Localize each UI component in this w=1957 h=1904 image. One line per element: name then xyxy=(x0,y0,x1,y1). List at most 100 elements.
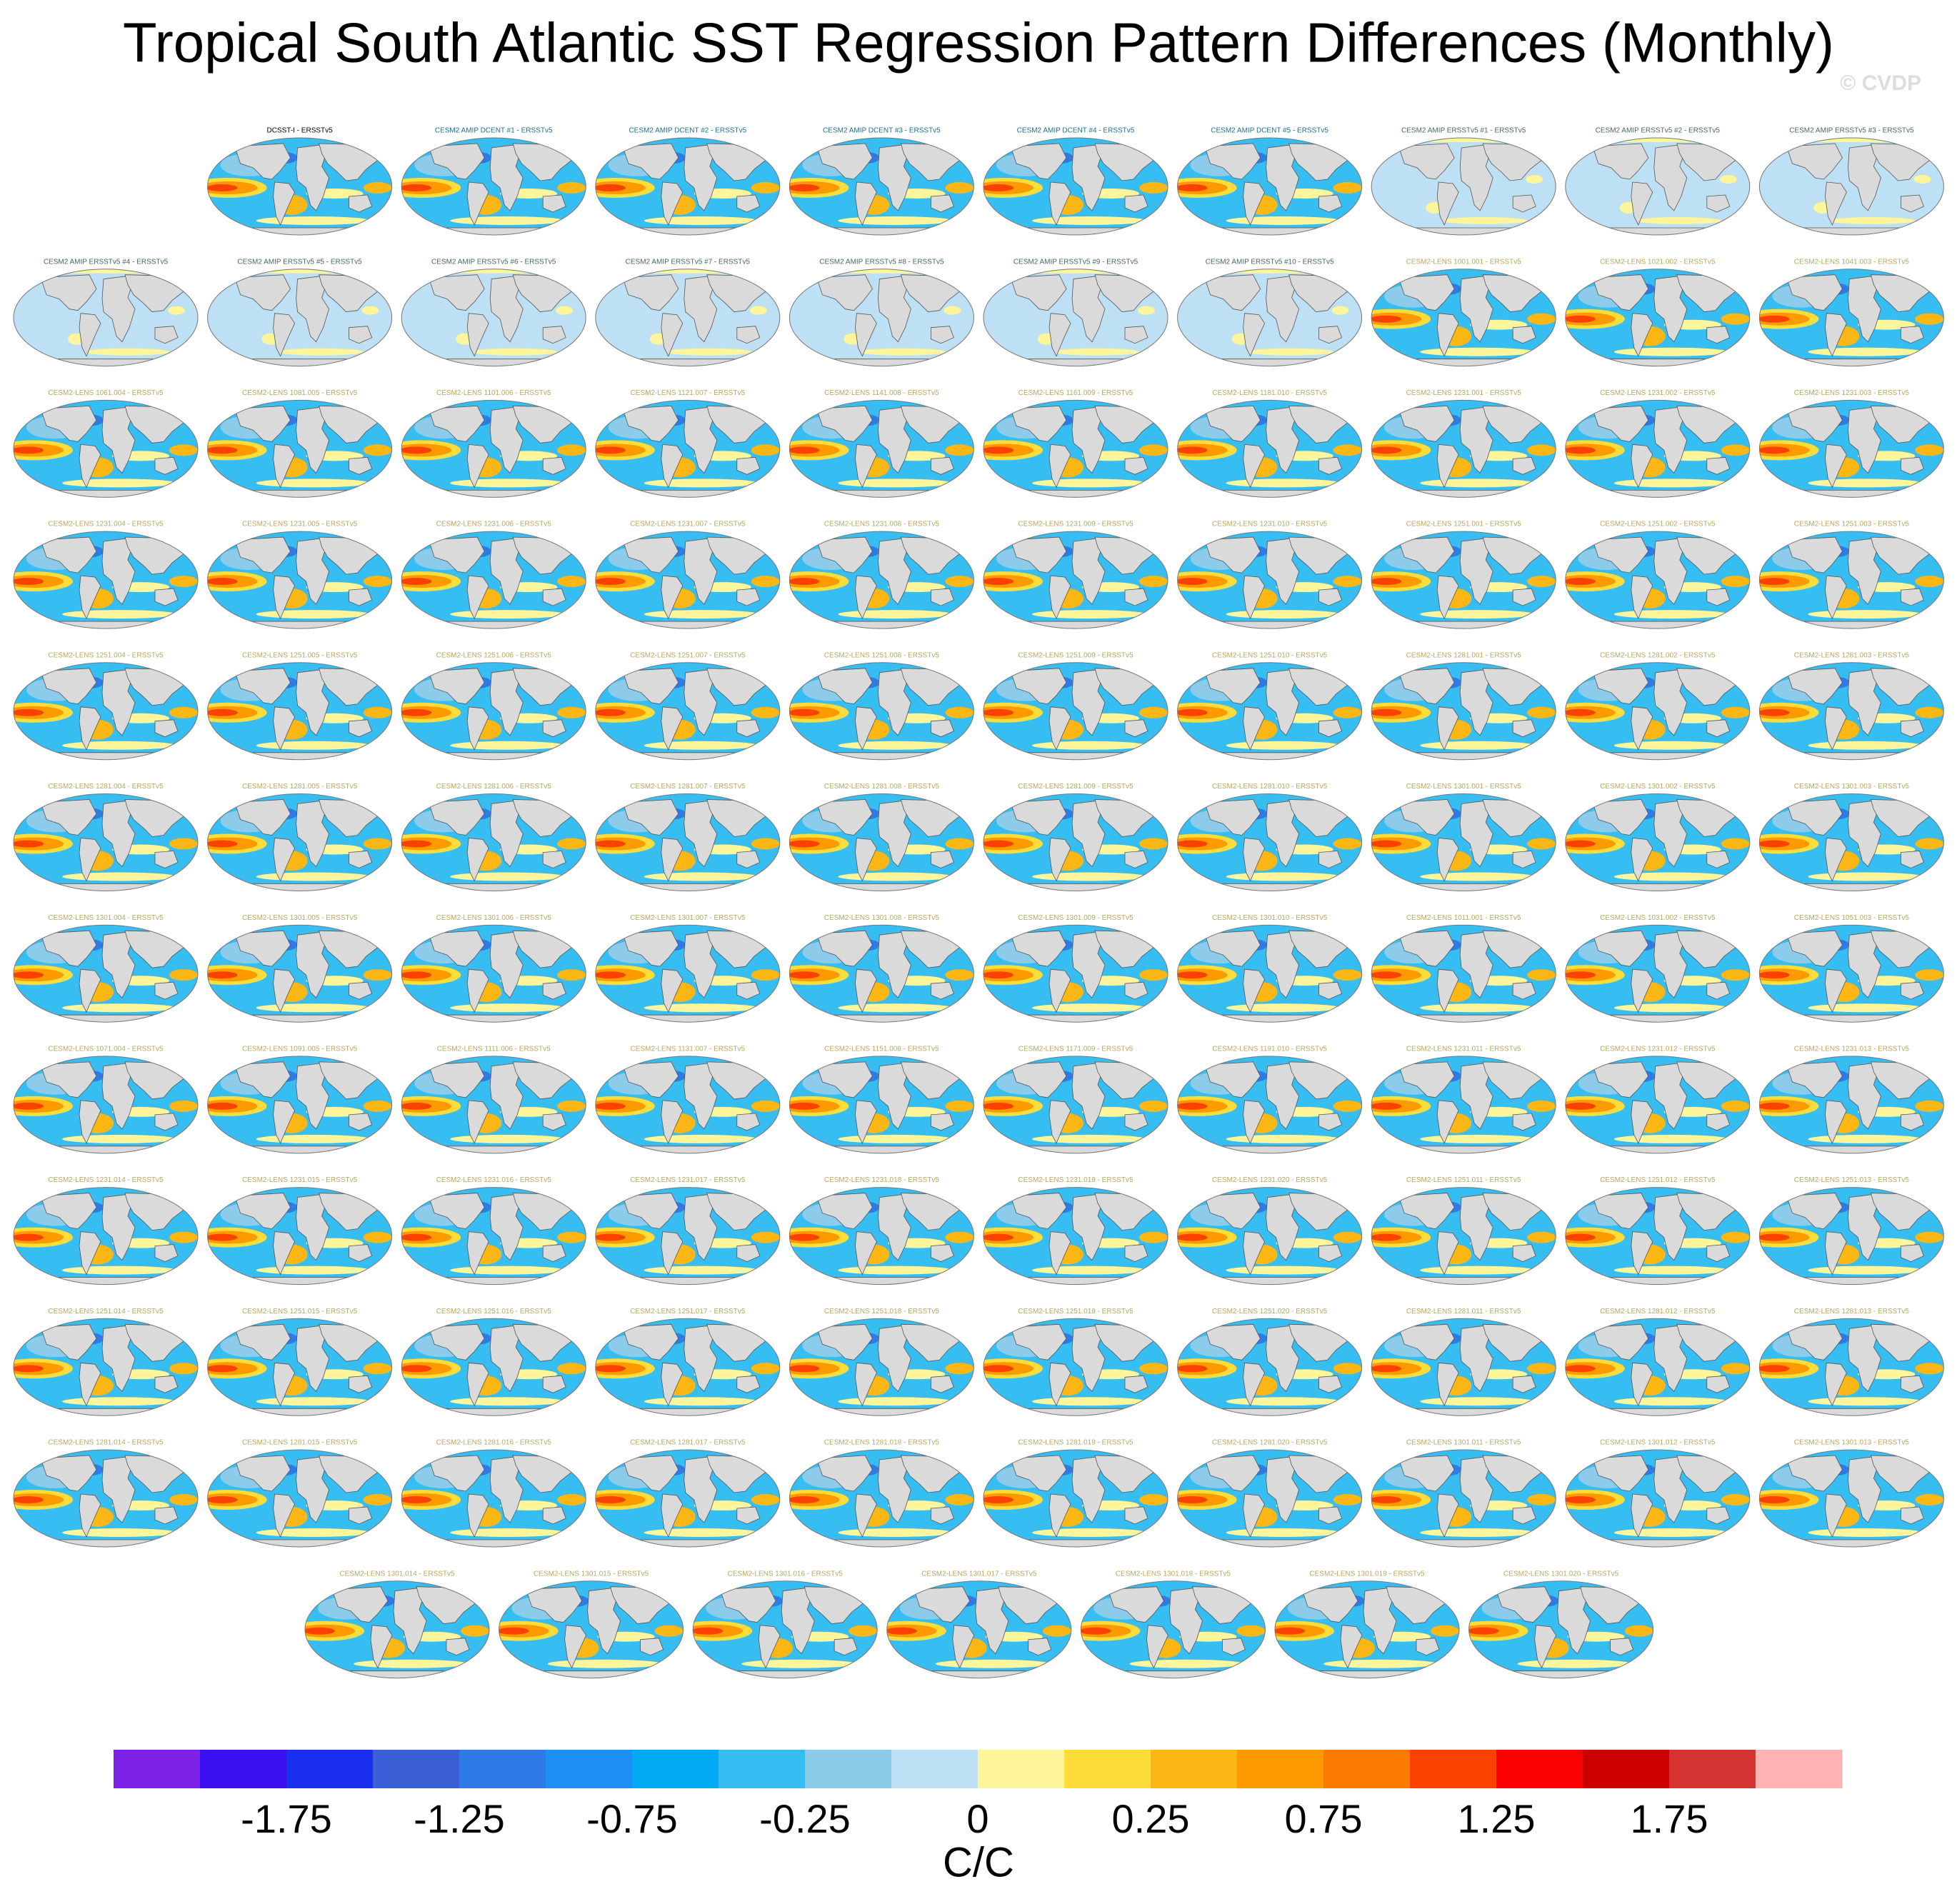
map xyxy=(1158,399,1363,498)
map xyxy=(382,136,587,236)
panel-title: CESM2 AMIP ERSSTv5 #5 - ERSSTv5 xyxy=(237,258,362,266)
panel-title: CESM2-LENS 1231.009 - ERSSTv5 xyxy=(1018,521,1133,528)
map-panel: CESM2-LENS 1301.001 - ERSSTv5 xyxy=(1352,783,1557,892)
panel-title: CESM2-LENS 1231.016 - ERSSTv5 xyxy=(436,1176,552,1184)
panel-title: CESM2-LENS 1251.011 - ERSSTv5 xyxy=(1406,1176,1521,1184)
map-panel: CESM2-LENS 1251.019 - ERSSTv5 xyxy=(964,1308,1169,1417)
map xyxy=(674,1580,879,1680)
panel-title: CESM2-LENS 1231.010 - ERSSTv5 xyxy=(1212,521,1328,528)
map xyxy=(189,399,394,498)
panel-title: CESM2 AMIP DCENT #5 - ERSSTv5 xyxy=(1211,127,1328,135)
panel-title: CESM2-LENS 1121.007 - ERSSTv5 xyxy=(631,389,746,397)
colorbar-swatch xyxy=(1496,1750,1583,1788)
colorbar-swatch xyxy=(1756,1750,1843,1788)
panel-title: CESM2-LENS 1281.009 - ERSSTv5 xyxy=(1018,783,1133,791)
map-panel: CESM2-LENS 1301.009 - ERSSTv5 xyxy=(964,914,1169,1023)
map-panel: CESM2 AMIP ERSSTv5 #8 - ERSSTv5 xyxy=(788,258,975,367)
panel-title: CESM2-LENS 1301.014 - ERSSTv5 xyxy=(339,1570,455,1578)
map xyxy=(286,1580,491,1680)
colorbar-swatch xyxy=(459,1750,546,1788)
map-panel: CESM2 AMIP ERSSTv5 #9 - ERSSTv5 xyxy=(982,258,1169,367)
panel-title: CESM2-LENS 1301.001 - ERSSTv5 xyxy=(1406,783,1522,791)
map-panel: CESM2-LENS 1301.006 - ERSSTv5 xyxy=(382,914,587,1023)
map-panel: CESM2-LENS 1071.004 - ERSSTv5 xyxy=(0,1046,199,1155)
panel-title: CESM2-LENS 1001.001 - ERSSTv5 xyxy=(1406,258,1522,266)
map-panel: CESM2-LENS 1231.008 - ERSSTv5 xyxy=(770,521,975,630)
panel-title: CESM2-LENS 1041.003 - ERSSTv5 xyxy=(1794,258,1910,266)
panel-title: CESM2-LENS 1251.006 - ERSSTv5 xyxy=(436,651,552,659)
map-panel: CESM2-LENS 1231.013 - ERSSTv5 xyxy=(1740,1046,1945,1155)
map xyxy=(12,268,199,368)
map-panel: CESM2-LENS 1281.015 - ERSSTv5 xyxy=(189,1439,394,1548)
panel-title: CESM2-LENS 1251.003 - ERSSTv5 xyxy=(1794,521,1910,528)
map xyxy=(189,1186,394,1286)
map-panel: CESM2-LENS 1281.001 - ERSSTv5 xyxy=(1352,651,1557,761)
map xyxy=(189,1317,394,1417)
map xyxy=(1546,793,1751,893)
map-panel: CESM2-LENS 1231.018 - ERSSTv5 xyxy=(770,1176,975,1286)
colorbar-swatch xyxy=(978,1750,1065,1788)
map-panel: CESM2-LENS 1101.006 - ERSSTv5 xyxy=(382,389,587,498)
map xyxy=(1740,1186,1945,1286)
map-panel: CESM2-LENS 1001.001 - ERSSTv5 xyxy=(1352,258,1557,367)
map-panel: CESM2-LENS 1251.007 - ERSSTv5 xyxy=(576,651,781,761)
map-panel: CESM2-LENS 1301.008 - ERSSTv5 xyxy=(770,914,975,1023)
panel-title: CESM2-LENS 1281.019 - ERSSTv5 xyxy=(1018,1439,1133,1447)
map-panel: CESM2-LENS 1111.006 - ERSSTv5 xyxy=(382,1046,587,1155)
panel-title: CESM2-LENS 1281.020 - ERSSTv5 xyxy=(1212,1439,1328,1447)
map xyxy=(1061,1580,1266,1680)
map xyxy=(0,793,199,893)
map-panel: CESM2-LENS 1011.001 - ERSSTv5 xyxy=(1352,914,1557,1023)
panel-title: CESM2-LENS 1281.003 - ERSSTv5 xyxy=(1794,651,1910,659)
panel-title: CESM2-LENS 1131.007 - ERSSTv5 xyxy=(631,1046,746,1053)
map xyxy=(1740,793,1945,893)
map xyxy=(480,1580,685,1680)
map xyxy=(576,530,781,630)
map xyxy=(1740,1055,1945,1155)
map-panel: CESM2 AMIP ERSSTv5 #4 - ERSSTv5 xyxy=(12,258,199,367)
panel-title: CESM2-LENS 1251.020 - ERSSTv5 xyxy=(1212,1308,1328,1316)
map-panel: CESM2-LENS 1281.013 - ERSSTv5 xyxy=(1740,1308,1945,1417)
panel-title: CESM2-LENS 1161.009 - ERSSTv5 xyxy=(1018,389,1133,397)
map xyxy=(1370,136,1557,236)
map xyxy=(1740,1448,1945,1548)
map-panel: CESM2-LENS 1281.003 - ERSSTv5 xyxy=(1740,651,1945,761)
map-panel: CESM2-LENS 1231.020 - ERSSTv5 xyxy=(1158,1176,1363,1286)
map-panel: CESM2-LENS 1251.015 - ERSSTv5 xyxy=(189,1308,394,1417)
map xyxy=(0,923,199,1023)
map xyxy=(1546,661,1751,761)
panel-title: CESM2 AMIP DCENT #3 - ERSSTv5 xyxy=(823,127,941,135)
map-panel: CESM2-LENS 1281.016 - ERSSTv5 xyxy=(382,1439,587,1548)
panel-title: CESM2-LENS 1231.013 - ERSSTv5 xyxy=(1794,1046,1910,1053)
map xyxy=(1740,1317,1945,1417)
map-panel: CESM2-LENS 1301.014 - ERSSTv5 xyxy=(286,1570,491,1679)
panel-title: CESM2 AMIP ERSSTv5 #10 - ERSSTv5 xyxy=(1206,258,1334,266)
map-panel: CESM2-LENS 1301.003 - ERSSTv5 xyxy=(1740,783,1945,892)
panel-title: CESM2-LENS 1301.011 - ERSSTv5 xyxy=(1406,1439,1521,1447)
map xyxy=(189,530,394,630)
map xyxy=(1352,661,1557,761)
panel-title: CESM2-LENS 1281.007 - ERSSTv5 xyxy=(630,783,746,791)
map-panel: CESM2 AMIP ERSSTv5 #3 - ERSSTv5 xyxy=(1758,127,1945,236)
map-panel: CESM2-LENS 1151.008 - ERSSTv5 xyxy=(770,1046,975,1155)
map-panel: CESM2-LENS 1231.010 - ERSSTv5 xyxy=(1158,521,1363,630)
map-panel: CESM2-LENS 1231.019 - ERSSTv5 xyxy=(964,1176,1169,1286)
map xyxy=(1352,1448,1557,1548)
panel-title: CESM2-LENS 1071.004 - ERSSTv5 xyxy=(48,1046,164,1053)
map-panel: CESM2-LENS 1231.014 - ERSSTv5 xyxy=(0,1176,199,1286)
colorbar-swatch xyxy=(891,1750,978,1788)
panel-title: CESM2-LENS 1281.001 - ERSSTv5 xyxy=(1406,651,1522,659)
map xyxy=(770,1448,975,1548)
map-panel: CESM2-LENS 1231.007 - ERSSTv5 xyxy=(576,521,781,630)
map-panel: CESM2-LENS 1231.004 - ERSSTv5 xyxy=(0,521,199,630)
panel-title: CESM2-LENS 1251.014 - ERSSTv5 xyxy=(48,1308,164,1316)
map-panel: CESM2-LENS 1281.018 - ERSSTv5 xyxy=(770,1439,975,1548)
map xyxy=(1352,268,1557,368)
panel-title: CESM2 AMIP DCENT #4 - ERSSTv5 xyxy=(1017,127,1135,135)
map-panel: CESM2-LENS 1301.011 - ERSSTv5 xyxy=(1352,1439,1557,1548)
map xyxy=(964,1186,1169,1286)
map xyxy=(1352,1317,1557,1417)
panel-title: CESM2 AMIP ERSSTv5 #6 - ERSSTv5 xyxy=(431,258,556,266)
colorbar-label: C/C xyxy=(943,1839,1014,1885)
panel-title: CESM2-LENS 1251.019 - ERSSTv5 xyxy=(1018,1308,1133,1316)
